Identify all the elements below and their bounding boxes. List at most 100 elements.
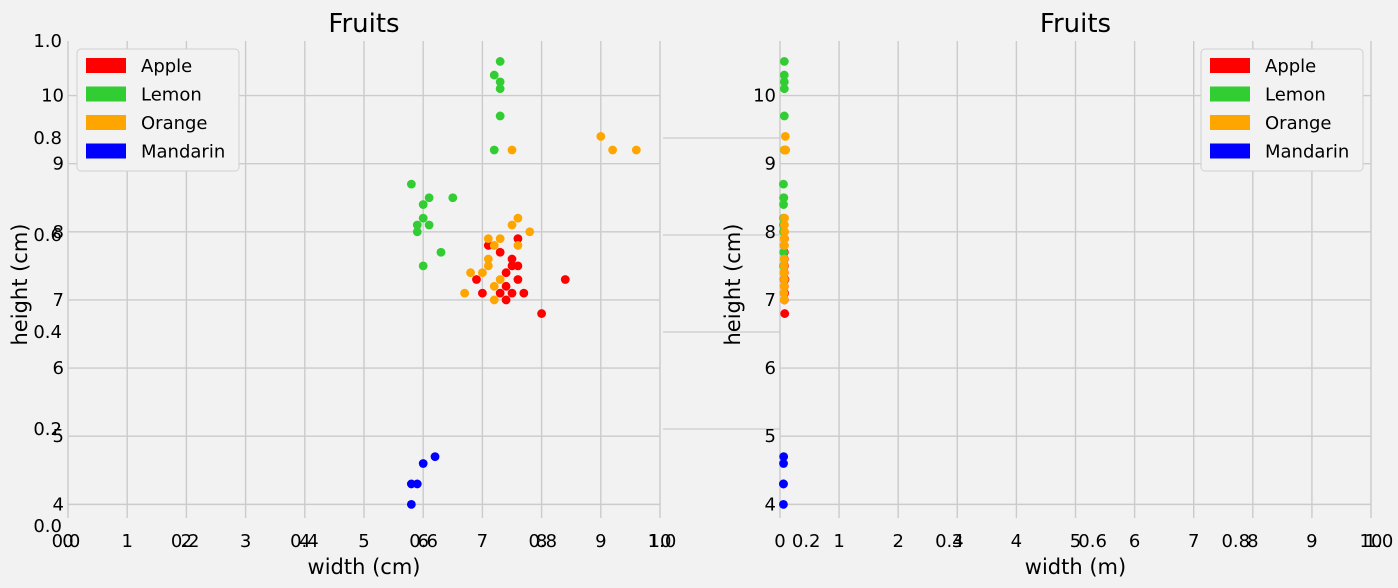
x-tick-label: 9 bbox=[1306, 531, 1317, 552]
x-tick-label: 0 bbox=[774, 531, 785, 552]
bg1-x-tick-label: 0.4 bbox=[290, 531, 319, 552]
data-point-orange bbox=[779, 268, 789, 278]
data-point-lemon bbox=[779, 247, 789, 257]
data-point-orange bbox=[780, 213, 789, 223]
bg2-x-tick-label: 0.2 bbox=[792, 531, 821, 552]
bg1-x-tick-label: 0.8 bbox=[528, 531, 557, 552]
data-point-orange bbox=[779, 254, 789, 264]
legend-swatch-mandarin bbox=[1210, 143, 1250, 159]
data-point-orange bbox=[478, 268, 487, 278]
x-tick-label: 10 bbox=[649, 531, 672, 552]
series-orange bbox=[779, 132, 791, 305]
scatter-axes-1: 0 1 2 3 4 5 6 7 8 9 10 4 5 6 7 8 9 10 Fruits width (cm) heig… bbox=[8, 9, 671, 579]
data-point-orange bbox=[525, 227, 535, 237]
x-axis-label: width (m) bbox=[1025, 555, 1126, 579]
data-point-orange bbox=[779, 295, 789, 305]
x-tick-label: 3 bbox=[240, 531, 251, 552]
bg1-y-tick-label: 0.6 bbox=[33, 225, 62, 246]
data-point-mandarin bbox=[418, 459, 428, 468]
chart-title: Fruits bbox=[328, 9, 399, 39]
y-tick-label: 10 bbox=[753, 86, 776, 107]
bg1-y-tick-label: 0.8 bbox=[33, 128, 62, 149]
data-point-apple bbox=[780, 309, 790, 318]
legend-swatch-mandarin bbox=[86, 143, 126, 159]
data-point-mandarin bbox=[779, 452, 789, 462]
y-axis-label: height (cm) bbox=[721, 223, 745, 345]
data-point-lemon bbox=[424, 193, 434, 203]
y-tick-label: 4 bbox=[53, 494, 64, 515]
data-point-lemon bbox=[489, 145, 499, 155]
legend-swatch-lemon bbox=[86, 86, 126, 102]
legend-swatch-apple bbox=[86, 58, 126, 73]
bg1-x-tick-label: 0.0 bbox=[52, 531, 81, 552]
data-point-orange bbox=[466, 268, 475, 278]
data-point-orange bbox=[507, 145, 517, 155]
x-tick-label: 8 bbox=[536, 531, 547, 552]
legend-box bbox=[1200, 48, 1364, 172]
data-point-apple bbox=[501, 268, 511, 278]
data-point-orange bbox=[631, 145, 641, 155]
legend-swatch-lemon bbox=[1210, 86, 1250, 102]
data-point-orange bbox=[779, 275, 789, 284]
data-point-apple bbox=[495, 247, 505, 257]
data-point-lemon bbox=[779, 84, 789, 94]
data-point-apple bbox=[495, 288, 505, 298]
data-point-orange bbox=[513, 241, 523, 250]
background-axes-2: 0.2 0.4 0.6 0.8 1.0 bbox=[663, 137, 1394, 552]
data-point-orange bbox=[780, 241, 789, 250]
data-point-mandarin bbox=[412, 479, 422, 489]
y-tick-label: 5 bbox=[765, 426, 776, 447]
data-point-lemon bbox=[418, 200, 428, 209]
data-point-orange bbox=[489, 295, 499, 305]
legend-label-apple: Apple bbox=[141, 56, 192, 77]
series-orange bbox=[460, 132, 641, 305]
data-point-lemon bbox=[779, 193, 789, 203]
data-point-orange bbox=[483, 254, 493, 264]
bg2-x-tick-label: 0.8 bbox=[1221, 531, 1250, 552]
bg2-x-tick-label: 1.0 bbox=[1365, 531, 1394, 552]
data-point-orange bbox=[779, 288, 789, 298]
data-point-lemon bbox=[406, 179, 416, 189]
data-point-apple bbox=[507, 254, 517, 264]
data-point-orange bbox=[780, 132, 790, 141]
y-axis-label: height (cm) bbox=[8, 223, 32, 345]
data-point-orange bbox=[780, 227, 790, 237]
legend-label-lemon: Lemon bbox=[1265, 85, 1326, 106]
data-point-lemon bbox=[489, 70, 499, 80]
legend-label-lemon: Lemon bbox=[141, 85, 202, 106]
data-point-mandarin bbox=[779, 479, 788, 489]
data-point-lemon bbox=[436, 247, 446, 257]
data-point-mandarin bbox=[430, 452, 440, 462]
y-tick-label: 9 bbox=[53, 154, 64, 175]
data-point-orange bbox=[779, 234, 789, 244]
data-point-apple bbox=[537, 309, 546, 318]
legend-swatch-apple bbox=[1210, 58, 1250, 73]
legend-swatch-orange bbox=[86, 115, 126, 130]
bg2-x-tick-label: 0.6 bbox=[1078, 531, 1107, 552]
data-point-orange bbox=[460, 288, 470, 298]
bg1-y-tick-label: 1.0 bbox=[33, 31, 62, 52]
scatter-axes-2: 0 1 2 3 4 5 6 7 8 9 10 4 5 6 7 8 9 10 Fruits width (m) heigh… bbox=[721, 9, 1382, 579]
x-tick-label: 9 bbox=[595, 531, 606, 552]
y-tick-label: 4 bbox=[765, 494, 776, 515]
x-tick-label: 6 bbox=[417, 531, 428, 552]
data-point-apple bbox=[501, 281, 511, 291]
y-tick-label: 6 bbox=[765, 358, 776, 379]
data-point-orange bbox=[513, 213, 523, 223]
x-tick-label: 7 bbox=[477, 531, 488, 552]
legend-label-mandarin: Mandarin bbox=[1265, 142, 1349, 163]
data-point-lemon bbox=[418, 261, 428, 271]
data-point-apple bbox=[519, 288, 529, 298]
bg1-y-tick-label: 0.2 bbox=[33, 419, 62, 440]
bg1-x-tick-label: 0.6 bbox=[409, 531, 438, 552]
x-tick-label: 5 bbox=[358, 531, 369, 552]
y-tick-label: 8 bbox=[53, 222, 64, 243]
chart-title: Fruits bbox=[1040, 9, 1111, 39]
legend-swatch-orange bbox=[1210, 115, 1250, 130]
y-tick-label: 10 bbox=[41, 86, 64, 107]
x-tick-label: 10 bbox=[1360, 531, 1383, 552]
x-tick-label: 3 bbox=[952, 531, 963, 552]
background-axes-1: 0.0 0.2 0.4 0.6 0.8 1.0 0.0 0.2 0.4 0.6 0.8 1.0 bbox=[33, 31, 676, 552]
data-point-lemon bbox=[495, 111, 505, 121]
